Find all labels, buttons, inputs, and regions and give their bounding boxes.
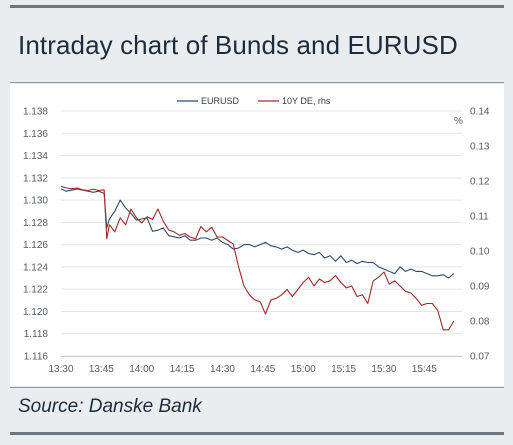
left-tick-label: 1.116 bbox=[24, 352, 49, 363]
left-tick-label: 1.134 bbox=[23, 151, 48, 162]
series-line-eurusd bbox=[60, 188, 455, 279]
x-tick-label: 14:45 bbox=[250, 364, 275, 375]
x-tick-label: 15:45 bbox=[412, 364, 437, 375]
x-axis-ticks: 13:30 13:45 14:00 14:15 14:30 14:45 15:00 15:15… bbox=[48, 364, 437, 375]
x-tick-label: 14:00 bbox=[129, 364, 154, 375]
top-divider bbox=[10, 5, 504, 8]
x-tick-label: 14:15 bbox=[170, 364, 195, 375]
right-tick-label: 0.10 bbox=[470, 247, 490, 258]
right-tick-label: 0.11 bbox=[470, 212, 489, 223]
left-tick-label: 1.126 bbox=[23, 240, 48, 251]
series-line-10y-de bbox=[60, 185, 455, 331]
left-tick-label: 1.122 bbox=[23, 285, 48, 296]
series-layer bbox=[60, 185, 455, 331]
x-tick-label: 15:15 bbox=[331, 364, 356, 375]
title-divider bbox=[10, 82, 504, 83]
gridlines bbox=[61, 110, 462, 357]
x-tick-label: 14:30 bbox=[210, 364, 235, 375]
right-axis-ticks: 0.07 0.08 0.09 0.10 0.11 0.12 0.13 0.14 bbox=[470, 107, 490, 363]
x-tick-label: 15:00 bbox=[291, 364, 316, 375]
chart-title: Intraday chart of Bunds and EURUSD bbox=[18, 30, 458, 60]
left-axis-ticks: 1.116 1.118 1.120 1.122 1.124 1.126 1.128 1.130… bbox=[23, 107, 48, 363]
left-tick-label: 1.130 bbox=[23, 196, 48, 207]
source-divider bbox=[10, 387, 504, 388]
left-tick-label: 1.124 bbox=[23, 262, 48, 273]
x-tick-label: 13:45 bbox=[89, 364, 114, 375]
right-tick-label: 0.09 bbox=[470, 282, 490, 293]
x-tick-label: 15:30 bbox=[371, 364, 396, 375]
x-tick-label: 13:30 bbox=[48, 364, 73, 375]
right-tick-label: 0.13 bbox=[470, 142, 490, 153]
left-tick-label: 1.132 bbox=[23, 173, 48, 184]
left-tick-label: 1.128 bbox=[23, 218, 48, 229]
left-tick-label: 1.120 bbox=[23, 307, 48, 318]
left-tick-label: 1.118 bbox=[24, 329, 49, 340]
left-tick-label: 1.138 bbox=[23, 107, 48, 118]
right-tick-label: 0.08 bbox=[470, 317, 490, 328]
bottom-divider bbox=[10, 432, 504, 435]
left-tick-label: 1.136 bbox=[23, 129, 48, 140]
right-axis-unit-label: % bbox=[454, 116, 463, 127]
right-tick-label: 0.14 bbox=[470, 107, 490, 118]
right-tick-label: 0.07 bbox=[470, 352, 490, 363]
source-note: Source: Danske Bank bbox=[18, 396, 202, 417]
legend-label: EURUSD bbox=[201, 96, 240, 106]
right-tick-label: 0.12 bbox=[470, 177, 490, 188]
legend-label: 10Y DE, rhs bbox=[282, 96, 331, 106]
legend: EURUSD 10Y DE, rhs bbox=[177, 96, 331, 106]
plot-panel bbox=[10, 84, 504, 386]
